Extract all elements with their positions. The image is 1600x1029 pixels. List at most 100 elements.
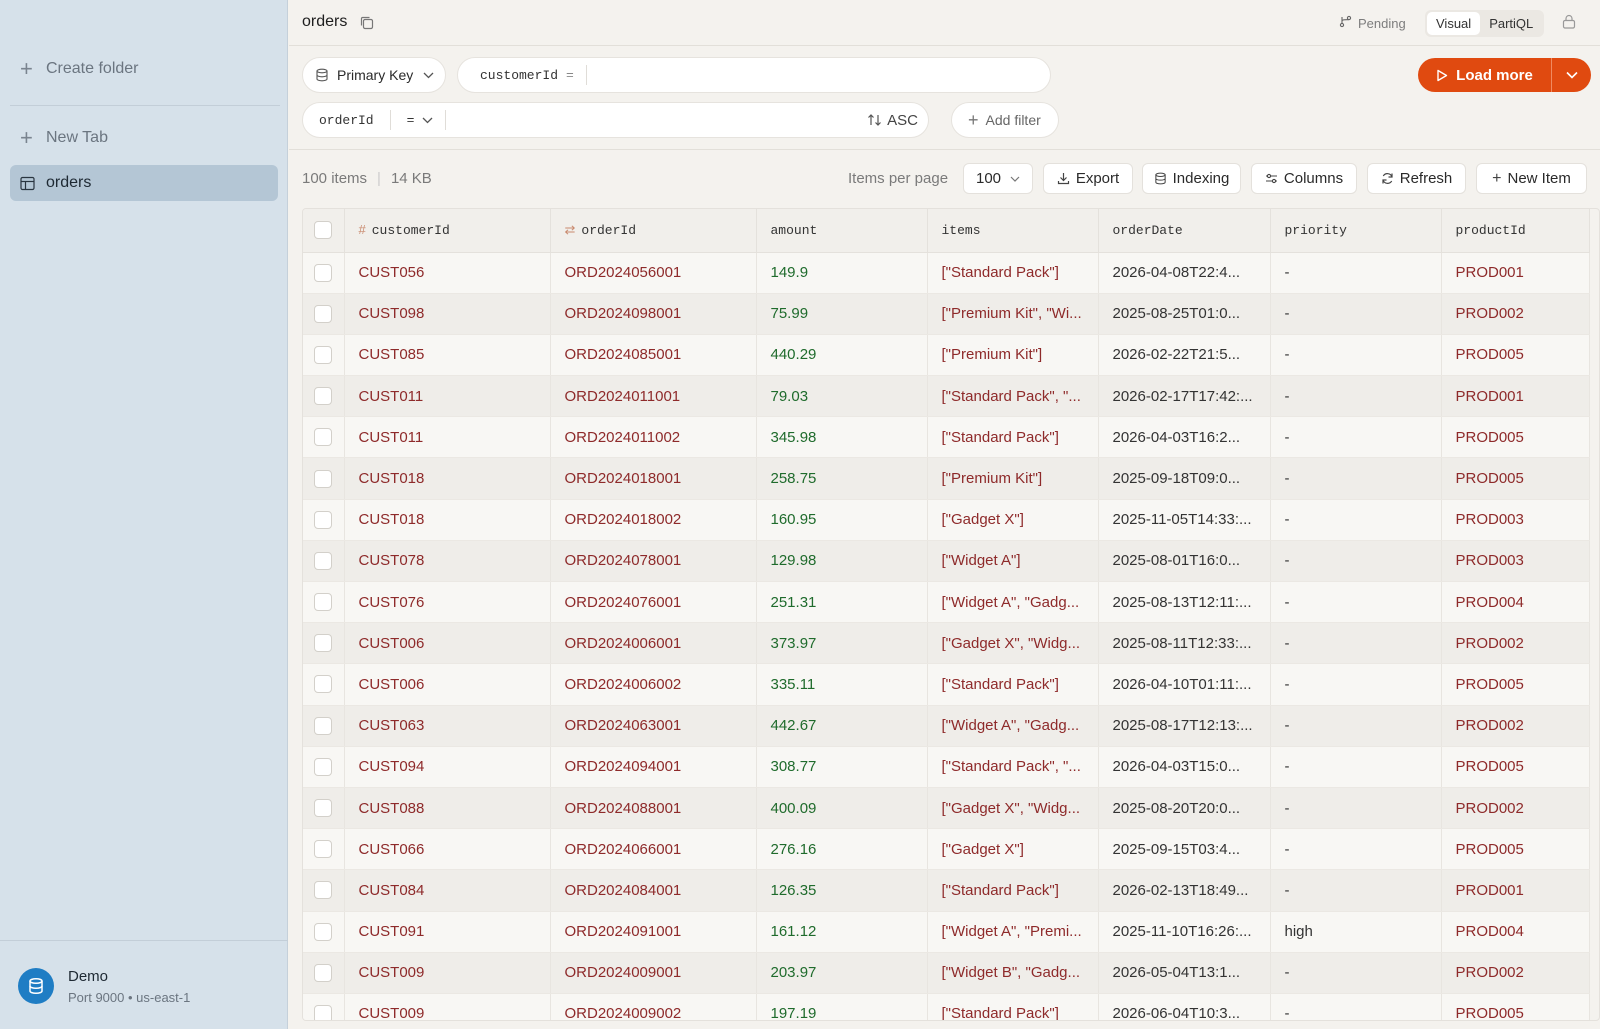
row-select-cell[interactable] bbox=[303, 993, 345, 1020]
cell-items[interactable]: ["Standard Pack"] bbox=[927, 416, 1099, 459]
cell-items[interactable]: ["Widget A", "Gadg... bbox=[927, 705, 1099, 747]
cell-product-id[interactable]: PROD005 bbox=[1441, 334, 1590, 377]
cell-customer-id[interactable]: CUST018 bbox=[344, 457, 551, 500]
cell-customer-id[interactable]: CUST006 bbox=[344, 622, 551, 665]
cell-amount[interactable]: 197.19 bbox=[756, 993, 928, 1020]
cell-order-id[interactable]: ORD2024063001 bbox=[550, 705, 757, 747]
cell-product-id[interactable]: PROD002 bbox=[1441, 787, 1590, 830]
row-checkbox[interactable] bbox=[314, 963, 332, 982]
cell-order-date[interactable]: 2026-04-03T16:2... bbox=[1098, 416, 1271, 459]
cell-order-id[interactable]: ORD2024011002 bbox=[550, 416, 757, 459]
cell-order-date[interactable]: 2025-11-05T14:33:... bbox=[1098, 499, 1271, 541]
sort-order-toggle[interactable]: ASC bbox=[867, 112, 918, 129]
row-checkbox[interactable] bbox=[314, 510, 332, 529]
column-header-customerId[interactable]: # customerId bbox=[344, 209, 551, 253]
table-row[interactable]: CUST006 ORD2024006001 373.97 ["Gadget X", "… bbox=[303, 622, 1590, 665]
cell-items[interactable]: ["Gadget X"] bbox=[927, 828, 1099, 871]
create-folder-button[interactable]: + Create folder bbox=[10, 51, 278, 87]
column-header-amount[interactable]: amount bbox=[756, 209, 928, 253]
cell-product-id[interactable]: PROD004 bbox=[1441, 911, 1590, 953]
cell-customer-id[interactable]: CUST011 bbox=[344, 416, 551, 459]
column-header-productId[interactable]: productId bbox=[1441, 209, 1590, 253]
cell-product-id[interactable]: PROD005 bbox=[1441, 993, 1590, 1020]
cell-product-id[interactable]: PROD002 bbox=[1441, 952, 1590, 994]
cell-order-id[interactable]: ORD2024018001 bbox=[550, 457, 757, 500]
cell-order-date[interactable]: 2026-02-22T21:5... bbox=[1098, 334, 1271, 377]
cell-amount[interactable]: 126.35 bbox=[756, 869, 928, 912]
row-select-cell[interactable] bbox=[303, 581, 345, 624]
cell-amount[interactable]: 373.97 bbox=[756, 622, 928, 665]
cell-priority[interactable]: - bbox=[1270, 293, 1442, 335]
cell-product-id[interactable]: PROD005 bbox=[1441, 457, 1590, 500]
table-row[interactable]: CUST011 ORD2024011001 79.03 ["Standard Pack… bbox=[303, 375, 1590, 418]
cell-customer-id[interactable]: CUST076 bbox=[344, 581, 551, 624]
cell-product-id[interactable]: PROD003 bbox=[1441, 540, 1590, 583]
cell-priority[interactable]: - bbox=[1270, 457, 1442, 500]
cell-amount[interactable]: 203.97 bbox=[756, 952, 928, 994]
cell-customer-id[interactable]: CUST088 bbox=[344, 787, 551, 830]
cell-customer-id[interactable]: CUST066 bbox=[344, 828, 551, 871]
cell-priority[interactable]: - bbox=[1270, 416, 1442, 459]
row-checkbox[interactable] bbox=[314, 469, 332, 488]
column-header-orderDate[interactable]: orderDate bbox=[1098, 209, 1271, 253]
row-checkbox[interactable] bbox=[314, 634, 332, 653]
cell-order-date[interactable]: 2026-04-10T01:11:... bbox=[1098, 663, 1271, 706]
cell-priority[interactable]: - bbox=[1270, 869, 1442, 912]
row-checkbox[interactable] bbox=[314, 263, 332, 282]
row-select-cell[interactable] bbox=[303, 746, 345, 788]
row-checkbox[interactable] bbox=[314, 593, 332, 612]
row-select-cell[interactable] bbox=[303, 416, 345, 459]
row-select-cell[interactable] bbox=[303, 952, 345, 994]
cell-order-id[interactable]: ORD2024009002 bbox=[550, 993, 757, 1020]
cell-order-date[interactable]: 2025-08-01T16:0... bbox=[1098, 540, 1271, 583]
cell-order-id[interactable]: ORD2024006001 bbox=[550, 622, 757, 665]
table-row[interactable]: CUST056 ORD2024056001 149.9 ["Standard Pack… bbox=[303, 252, 1590, 294]
cell-amount[interactable]: 276.16 bbox=[756, 828, 928, 871]
cell-priority[interactable]: - bbox=[1270, 581, 1442, 624]
table-row[interactable]: CUST009 ORD2024009001 203.97 ["Widget B", "… bbox=[303, 952, 1590, 994]
table-row[interactable]: CUST084 ORD2024084001 126.35 ["Standard Pac… bbox=[303, 869, 1590, 912]
column-header-orderId[interactable]: ⇄ orderId bbox=[550, 209, 757, 253]
table-row[interactable]: CUST066 ORD2024066001 276.16 ["Gadget X"] 20… bbox=[303, 828, 1590, 871]
cell-order-date[interactable]: 2026-02-13T18:49... bbox=[1098, 869, 1271, 912]
cell-order-date[interactable]: 2025-08-13T12:11:... bbox=[1098, 581, 1271, 624]
row-checkbox[interactable] bbox=[314, 345, 332, 364]
table-row[interactable]: CUST088 ORD2024088001 400.09 ["Gadget X", "… bbox=[303, 787, 1590, 830]
cell-customer-id[interactable]: CUST063 bbox=[344, 705, 551, 747]
row-checkbox[interactable] bbox=[314, 1004, 332, 1020]
row-checkbox[interactable] bbox=[314, 922, 332, 941]
cell-amount[interactable]: 258.75 bbox=[756, 457, 928, 500]
cell-order-date[interactable]: 2026-05-04T13:1... bbox=[1098, 952, 1271, 994]
row-checkbox[interactable] bbox=[314, 840, 332, 859]
cell-order-date[interactable]: 2025-08-11T12:33:... bbox=[1098, 622, 1271, 665]
table-row[interactable]: CUST094 ORD2024094001 308.77 ["Standard Pac… bbox=[303, 746, 1590, 788]
row-checkbox[interactable] bbox=[314, 675, 332, 694]
connection-panel[interactable]: Demo Port 9000 • us-east-1 bbox=[0, 940, 288, 1029]
cell-order-id[interactable]: ORD2024078001 bbox=[550, 540, 757, 583]
cell-order-id[interactable]: ORD2024094001 bbox=[550, 746, 757, 788]
cell-items[interactable]: ["Widget A"] bbox=[927, 540, 1099, 583]
cell-amount[interactable]: 160.95 bbox=[756, 499, 928, 541]
cell-order-id[interactable]: ORD2024076001 bbox=[550, 581, 757, 624]
row-checkbox[interactable] bbox=[314, 551, 332, 570]
cell-items[interactable]: ["Gadget X", "Widg... bbox=[927, 787, 1099, 830]
cell-order-date[interactable]: 2025-08-20T20:0... bbox=[1098, 787, 1271, 830]
cell-priority[interactable]: - bbox=[1270, 499, 1442, 541]
cell-priority[interactable]: - bbox=[1270, 746, 1442, 788]
cell-product-id[interactable]: PROD001 bbox=[1441, 252, 1590, 294]
cell-product-id[interactable]: PROD002 bbox=[1441, 293, 1590, 335]
row-checkbox[interactable] bbox=[314, 881, 332, 900]
cell-customer-id[interactable]: CUST098 bbox=[344, 293, 551, 335]
row-select-cell[interactable] bbox=[303, 540, 345, 583]
row-select-cell[interactable] bbox=[303, 252, 345, 294]
row-select-cell[interactable] bbox=[303, 911, 345, 953]
cell-amount[interactable]: 75.99 bbox=[756, 293, 928, 335]
row-select-cell[interactable] bbox=[303, 828, 345, 871]
add-filter-button[interactable]: + Add filter bbox=[951, 102, 1059, 138]
cell-order-id[interactable]: ORD2024009001 bbox=[550, 952, 757, 994]
cell-product-id[interactable]: PROD002 bbox=[1441, 705, 1590, 747]
cell-order-id[interactable]: ORD2024084001 bbox=[550, 869, 757, 912]
cell-order-id[interactable]: ORD2024006002 bbox=[550, 663, 757, 706]
cell-amount[interactable]: 149.9 bbox=[756, 252, 928, 294]
cell-order-date[interactable]: 2025-08-25T01:0... bbox=[1098, 293, 1271, 335]
